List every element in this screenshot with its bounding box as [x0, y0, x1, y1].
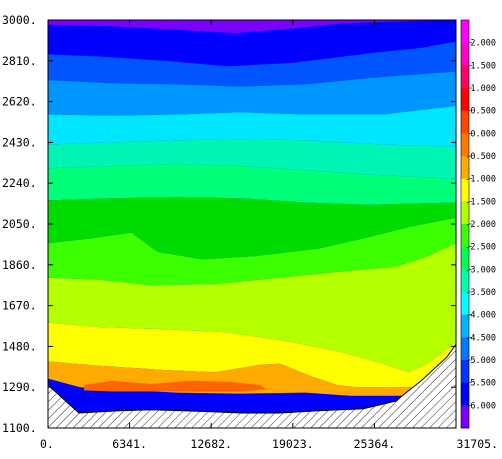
- colorbar-label: -5.000: [465, 356, 496, 366]
- y-tick-label: 2050.: [2, 217, 37, 231]
- colorbar-swatch: [461, 360, 469, 384]
- colorbar-swatch: [461, 246, 469, 270]
- y-tick-label: 2240.: [2, 176, 37, 190]
- x-tick-label: 6341.: [112, 437, 147, 451]
- colorbar-label: 0.000: [470, 129, 496, 139]
- colorbar-swatch: [461, 42, 469, 66]
- colorbar-label: -4.000: [465, 311, 496, 321]
- colorbar-swatch: [461, 269, 469, 293]
- colorbar-label: -1.000: [465, 175, 496, 185]
- contour-band-6: [48, 163, 456, 205]
- contour-band-3: [48, 71, 456, 116]
- y-tick-label: 1290.: [2, 380, 37, 394]
- colorbar-swatch: [461, 156, 469, 180]
- colorbar-swatch: [461, 382, 469, 406]
- colorbar-label: 1.500: [470, 61, 496, 71]
- colorbar: 2.000 1.500 1.000 0.500 0.000 -0.500 -1.000 -1.…: [460, 19, 496, 429]
- x-axis: 0. 6341. 12682. 19023. 25364. 31705.: [40, 20, 498, 451]
- terrain-outline: [48, 344, 456, 414]
- y-tick-label: 1100.: [2, 421, 37, 435]
- colorbar-label: -3.000: [465, 265, 496, 275]
- contour-band-5: [48, 139, 456, 179]
- colorbar-swatch: [461, 65, 469, 89]
- colorbar-label: -6.000: [465, 401, 496, 411]
- contour-band-10: [48, 322, 456, 388]
- colorbar-label: -1.500: [465, 197, 496, 207]
- y-axis: 1100. 1290. 1480. 1670. 1860. 2050. 2240. 2430.…: [2, 13, 456, 435]
- colorbar-label: 2.000: [470, 39, 496, 49]
- y-tick-label: 3000.: [2, 13, 37, 27]
- colorbar-swatch: [461, 201, 469, 225]
- y-tick-label: 1480.: [2, 339, 37, 353]
- colorbar-swatch: [461, 292, 469, 316]
- contour-band-8: [48, 217, 456, 286]
- colorbar-label: -0.500: [465, 152, 496, 162]
- colorbar-swatch: [461, 20, 469, 44]
- colorbar-swatch: [461, 133, 469, 157]
- contour-band-7: [48, 197, 456, 260]
- colorbar-swatch: [461, 224, 469, 248]
- colorbar-swatch: [461, 405, 469, 429]
- colorbar-swatch: [461, 88, 469, 112]
- colorbar-label: -2.500: [465, 243, 496, 253]
- contour-band-9: [48, 243, 456, 373]
- y-tick-label: 1670.: [2, 299, 37, 313]
- y-tick-label: 2620.: [2, 95, 37, 109]
- contour-band-0: [48, 20, 456, 34]
- y-tick-label: 2430.: [2, 135, 37, 149]
- colorbar-label: -2.000: [465, 220, 496, 230]
- colorbar-label: 0.500: [470, 107, 496, 117]
- colorbar-label: 1.000: [470, 84, 496, 94]
- terrain-hatch: [48, 344, 456, 428]
- colorbar-swatch: [461, 178, 469, 202]
- x-tick-label: 0.: [40, 437, 54, 451]
- contour-band-12: [84, 380, 267, 392]
- contour-band-4: [48, 105, 456, 147]
- y-tick-label: 2810.: [2, 54, 37, 68]
- colorbar-label: -3.500: [465, 288, 496, 298]
- contour-bands: [48, 20, 456, 396]
- x-tick-label: 25364.: [354, 437, 396, 451]
- contour-band-2: [48, 41, 456, 87]
- x-tick-label: 19023.: [272, 437, 314, 451]
- colorbar-swatch: [461, 110, 469, 134]
- contour-band-1: [48, 20, 456, 67]
- x-tick-label: 31705.: [456, 437, 498, 451]
- colorbar-swatch: [461, 314, 469, 338]
- terrain-layer: [48, 344, 456, 428]
- colorbar-label: -5.500: [465, 379, 496, 389]
- colorbar-label: -4.500: [465, 333, 496, 343]
- colorbar-swatch: [461, 337, 469, 361]
- y-tick-label: 1860.: [2, 258, 37, 272]
- x-tick-label: 12682.: [190, 437, 232, 451]
